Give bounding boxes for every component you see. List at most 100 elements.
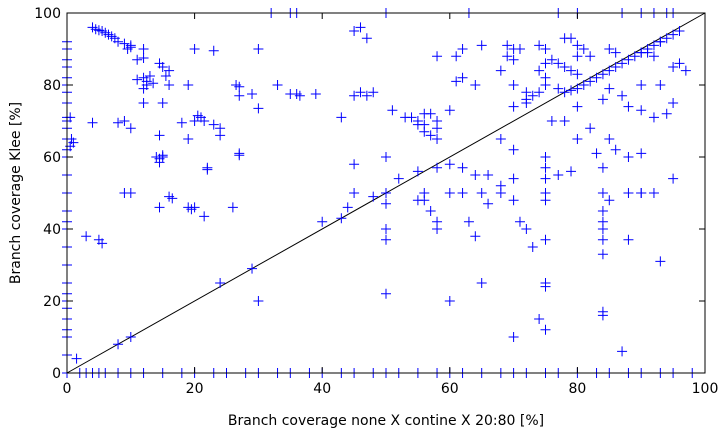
data-point [534, 65, 545, 76]
x-tick-label: 60 [441, 381, 459, 397]
data-point [636, 148, 647, 159]
data-point [604, 44, 615, 54]
data-point [553, 58, 564, 69]
data-point [463, 216, 474, 227]
data-point [457, 162, 468, 173]
data-point [138, 44, 149, 54]
data-point [534, 40, 545, 51]
data-point [125, 123, 136, 134]
data-point [160, 71, 171, 81]
data-point [559, 116, 570, 126]
data-point [483, 170, 494, 180]
data-point [617, 58, 628, 69]
data-point [215, 130, 226, 141]
data-point [604, 134, 615, 144]
data-point [444, 188, 455, 198]
data-point [176, 117, 187, 128]
data-point [597, 162, 608, 173]
data-point [183, 134, 194, 144]
data-point [132, 54, 143, 65]
data-point [355, 87, 366, 98]
y-tick-label: 60 [43, 150, 61, 166]
data-point [294, 90, 305, 101]
data-point [508, 144, 519, 155]
x-axis-title: Branch coverage none X contine X 20:80 [… [228, 413, 544, 429]
data-point [113, 36, 124, 47]
data-point [540, 234, 551, 245]
data-point [508, 195, 519, 206]
data-point [597, 249, 608, 260]
data-point [591, 148, 602, 159]
data-point [508, 332, 519, 342]
data-point [164, 65, 175, 76]
data-point [623, 101, 634, 112]
data-point [534, 314, 545, 324]
data-point [361, 90, 372, 101]
data-point [457, 188, 468, 198]
data-point [432, 134, 443, 144]
data-point [495, 65, 506, 76]
data-point [546, 54, 557, 65]
data-point [113, 117, 124, 128]
data-point [591, 72, 602, 83]
data-point [604, 65, 615, 76]
data-point [154, 202, 165, 213]
data-point [81, 231, 92, 242]
data-point [132, 74, 143, 85]
data-point [623, 234, 634, 245]
data-point [572, 83, 583, 94]
data-point [336, 112, 347, 123]
data-point [636, 47, 647, 58]
data-point [381, 198, 391, 209]
data-point [674, 26, 685, 36]
data-point [444, 296, 455, 306]
data-point [393, 173, 404, 184]
data-point [604, 83, 615, 94]
data-point [247, 89, 258, 99]
y-tick-label: 100 [34, 6, 61, 22]
data-point [349, 188, 360, 198]
data-point [623, 188, 634, 198]
data-point [368, 191, 379, 202]
data-point [578, 44, 589, 54]
data-point [138, 53, 149, 63]
data-point [97, 238, 108, 249]
data-point [231, 80, 242, 90]
data-point [553, 170, 564, 180]
data-point [113, 339, 124, 350]
data-point [521, 224, 532, 234]
data-point [680, 65, 691, 76]
data-point [425, 130, 436, 141]
data-point [342, 202, 353, 213]
data-point [655, 80, 666, 90]
data-point [419, 126, 430, 137]
data-point [508, 80, 519, 90]
data-point [144, 71, 155, 81]
data-point [157, 98, 168, 108]
data-point [597, 188, 608, 198]
data-point [199, 211, 210, 222]
data-point [189, 116, 200, 126]
data-point [457, 44, 468, 54]
data-point [125, 188, 136, 198]
data-point [476, 278, 487, 288]
data-point [540, 80, 551, 90]
data-point [138, 83, 149, 94]
data-point [508, 54, 519, 65]
data-point [125, 332, 136, 342]
data-point [253, 296, 264, 306]
data-point [648, 112, 659, 123]
data-point [138, 98, 149, 108]
y-tick-label: 40 [43, 222, 61, 238]
data-point [572, 101, 583, 112]
data-point [572, 134, 583, 144]
data-point [585, 76, 596, 87]
data-point [648, 40, 659, 51]
data-point [444, 159, 455, 170]
data-point [597, 206, 608, 216]
data-point [648, 188, 659, 198]
data-point [668, 29, 679, 40]
data-point [610, 47, 621, 58]
data-point [154, 130, 165, 141]
